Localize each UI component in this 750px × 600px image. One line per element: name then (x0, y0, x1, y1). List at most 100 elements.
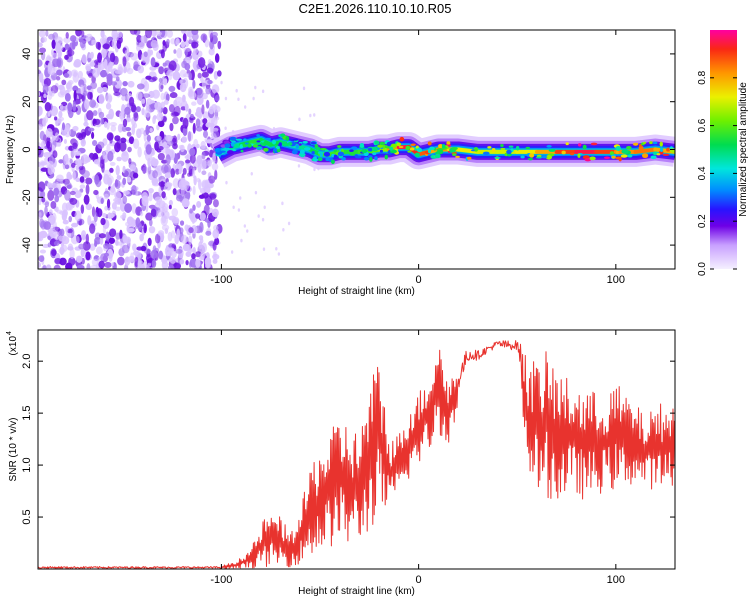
noise-blob (103, 121, 108, 128)
noise-blob (243, 105, 247, 109)
noise-blob (214, 105, 221, 113)
noise-blob (175, 96, 183, 103)
noise-blob (161, 164, 169, 175)
noise-blob (184, 62, 191, 71)
noise-blob (129, 30, 138, 35)
ridge-speckle (252, 144, 258, 148)
noise-blob (59, 104, 64, 111)
ridge-speckle (466, 156, 472, 160)
noise-blob (170, 38, 176, 45)
noise-blob (89, 223, 96, 234)
ridge-speckle (372, 152, 377, 156)
noise-blob (165, 134, 173, 142)
noise-blob (168, 85, 176, 93)
ridge-speckle (224, 143, 231, 149)
ridge-speckle (323, 151, 331, 157)
noise-blob (239, 196, 242, 200)
noise-blob (71, 222, 79, 228)
noise-blob (179, 220, 185, 226)
noise-blob (122, 118, 128, 128)
noise-blob (103, 243, 110, 249)
ridge-speckle (649, 141, 653, 145)
noise-blob (75, 236, 80, 244)
noise-blob (131, 124, 136, 136)
noise-blob (87, 127, 95, 132)
ridge-speckle (414, 148, 418, 151)
spectrogram-image (38, 30, 675, 269)
ridge-speckle (235, 138, 243, 141)
snr-line (38, 340, 675, 569)
ridge-speckle (278, 142, 282, 147)
noise-blob (133, 112, 139, 122)
noise-blob (66, 174, 73, 180)
ridge-speckle (264, 137, 272, 141)
noise-blob (103, 193, 109, 200)
ridge-speckle (546, 144, 552, 148)
colorbar-label: Normalized spectral amplitude (738, 82, 749, 217)
noise-blob (79, 184, 86, 189)
ridge-speckle (642, 141, 647, 144)
ridge-speckle (446, 141, 451, 145)
noise-blob (94, 174, 100, 185)
noise-blob (197, 72, 202, 79)
noise-blob (240, 238, 243, 243)
ridge-speckle (570, 152, 575, 156)
ridge-speckle (582, 144, 587, 150)
ridge-speckle (584, 158, 592, 162)
ridge-speckle (275, 145, 280, 150)
noise-blob (262, 247, 266, 251)
noise-blob (100, 217, 106, 226)
ridge-speckle (656, 153, 661, 156)
noise-blob (198, 241, 203, 250)
noise-blob (212, 241, 217, 251)
ridge-speckle (374, 156, 378, 161)
noise-blob (47, 164, 53, 176)
noise-blob (38, 142, 41, 147)
noise-blob (192, 79, 196, 89)
noise-blob (201, 71, 209, 78)
ridge-speckle (474, 147, 478, 152)
noise-blob (147, 237, 152, 247)
noise-blob (211, 84, 220, 94)
noise-blob (120, 87, 128, 97)
ridge-speckle (621, 149, 629, 154)
noise-blob (106, 36, 114, 41)
noise-blob (67, 228, 73, 234)
noise-blob (58, 110, 63, 119)
noise-blob (197, 163, 202, 173)
ridge-speckle (535, 156, 543, 159)
noise-blob (102, 224, 106, 235)
ridge-speckle (382, 144, 386, 149)
noise-blob (139, 233, 144, 242)
noise-blob (173, 262, 182, 269)
noise-blob (246, 229, 249, 233)
noise-blob (195, 118, 201, 128)
noise-blob (90, 264, 99, 269)
noise-blob (188, 72, 193, 81)
noise-blob (85, 184, 90, 195)
noise-blob (75, 158, 82, 166)
noise-blob (119, 110, 125, 116)
noise-blob (177, 133, 181, 141)
noise-blob (198, 235, 204, 241)
noise-blob (114, 191, 122, 200)
y-tick-label: 0.5 (21, 509, 33, 524)
noise-blob (191, 41, 199, 49)
noise-blob (243, 224, 247, 228)
noise-blob (136, 83, 145, 90)
noise-blob (158, 66, 165, 75)
noise-blob (94, 232, 101, 240)
noise-blob (72, 170, 76, 181)
noise-blob (93, 211, 98, 223)
noise-blob (86, 263, 91, 269)
noise-blob (165, 144, 170, 154)
noise-blob (54, 257, 62, 265)
noise-blob (139, 127, 145, 135)
noise-blob (75, 177, 81, 183)
noise-blob (43, 152, 52, 158)
ridge-speckle (427, 141, 432, 146)
noise-blob (182, 127, 188, 137)
noise-blob (188, 108, 192, 115)
noise-blob (108, 108, 115, 120)
noise-blob (119, 141, 127, 152)
